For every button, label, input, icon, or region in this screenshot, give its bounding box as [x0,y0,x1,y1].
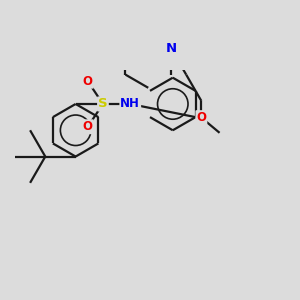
Text: O: O [196,111,206,124]
Text: NH: NH [120,98,140,110]
Text: S: S [98,98,108,110]
Text: O: O [83,120,93,133]
Text: O: O [83,75,93,88]
Text: N: N [165,42,177,55]
